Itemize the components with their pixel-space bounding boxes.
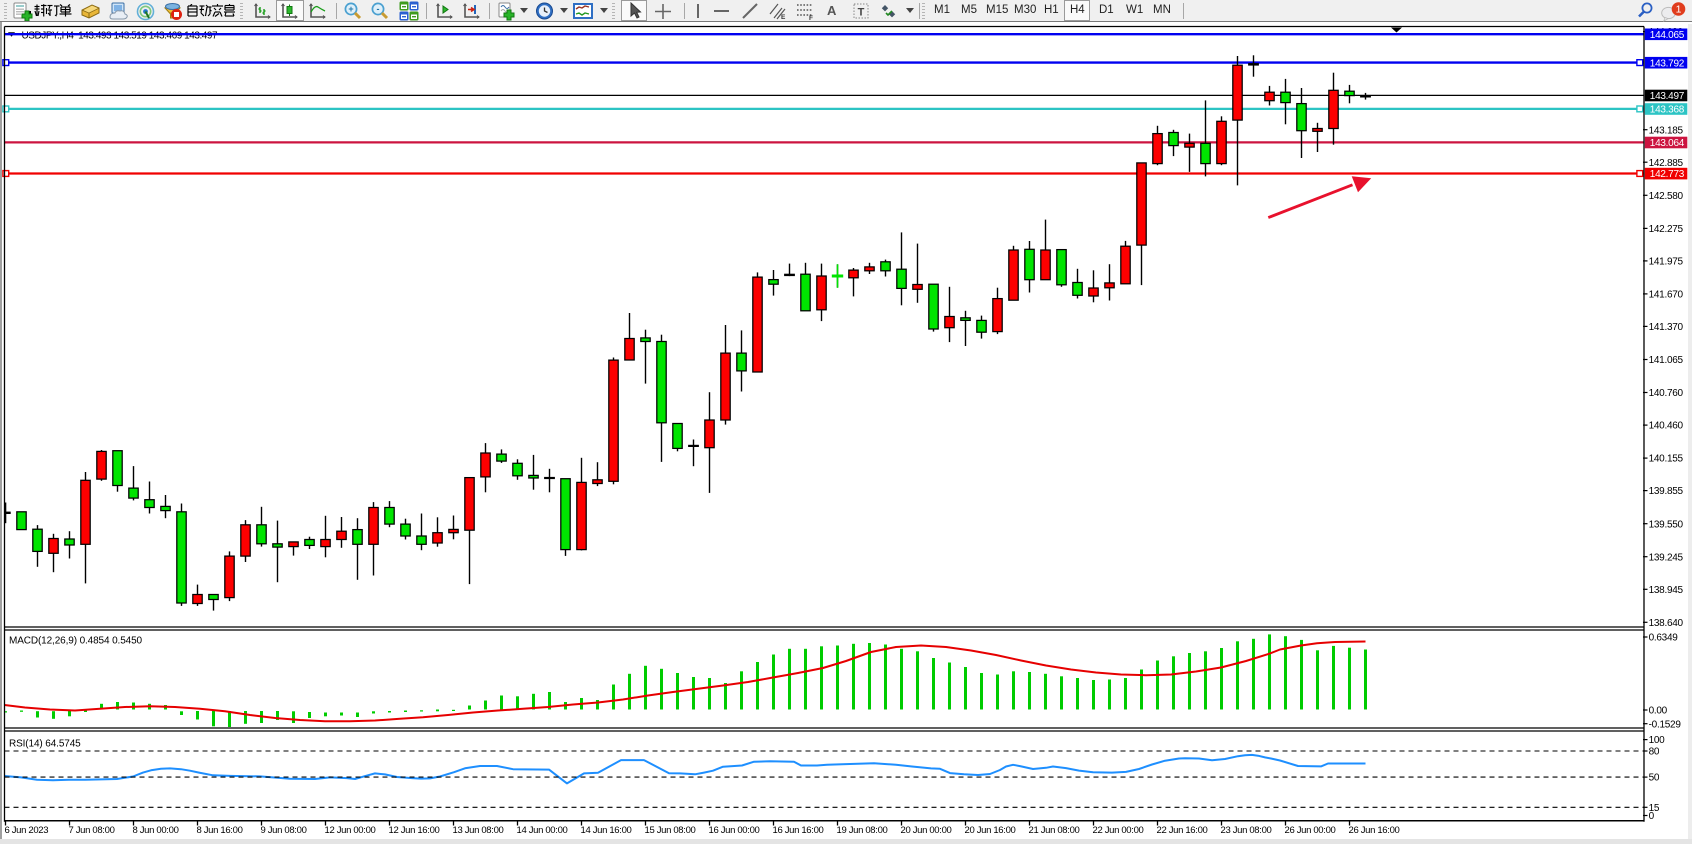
- svg-text:142.580: 142.580: [1649, 191, 1684, 202]
- svg-text:14 Jun 16:00: 14 Jun 16:00: [581, 825, 632, 836]
- svg-text:RSI(14) 64.5745: RSI(14) 64.5745: [9, 739, 81, 750]
- svg-text:50: 50: [1649, 773, 1660, 784]
- svg-text:20 Jun 16:00: 20 Jun 16:00: [965, 825, 1016, 836]
- svg-text:141.370: 141.370: [1649, 322, 1684, 333]
- svg-text:20 Jun 00:00: 20 Jun 00:00: [901, 825, 952, 836]
- svg-text:141.065: 141.065: [1649, 355, 1684, 366]
- svg-text:80: 80: [1649, 747, 1660, 758]
- svg-text:143.064: 143.064: [1650, 138, 1685, 149]
- svg-text:140.155: 140.155: [1649, 454, 1684, 465]
- svg-text:T: T: [858, 7, 865, 19]
- svg-text:143.368: 143.368: [1650, 105, 1685, 116]
- svg-text:141.670: 141.670: [1649, 290, 1684, 301]
- svg-text:26 Jun 16:00: 26 Jun 16:00: [1349, 825, 1400, 836]
- svg-text:142.885: 142.885: [1649, 158, 1684, 169]
- svg-text:14 Jun 00:00: 14 Jun 00:00: [517, 825, 568, 836]
- svg-text:140.760: 140.760: [1649, 388, 1684, 399]
- svg-text:138.640: 138.640: [1649, 618, 1684, 629]
- svg-text:22 Jun 00:00: 22 Jun 00:00: [1093, 825, 1144, 836]
- svg-text:138.945: 138.945: [1649, 585, 1684, 596]
- svg-text:12 Jun 16:00: 12 Jun 16:00: [389, 825, 440, 836]
- svg-text:0.00: 0.00: [1649, 706, 1668, 717]
- svg-text:141.975: 141.975: [1649, 257, 1684, 268]
- svg-text:19 Jun 08:00: 19 Jun 08:00: [837, 825, 888, 836]
- svg-text:142.773: 142.773: [1650, 169, 1685, 180]
- svg-text:9 Jun 08:00: 9 Jun 08:00: [261, 825, 307, 836]
- svg-text:1: 1: [1676, 4, 1682, 16]
- svg-text:100: 100: [1649, 735, 1666, 746]
- svg-text:26 Jun 00:00: 26 Jun 00:00: [1285, 825, 1336, 836]
- svg-text:16 Jun 16:00: 16 Jun 16:00: [773, 825, 824, 836]
- svg-text:143.792: 143.792: [1650, 58, 1685, 69]
- svg-text:23 Jun 08:00: 23 Jun 08:00: [1221, 825, 1272, 836]
- svg-text:MACD(12,26,9) 0.4854 0.5450: MACD(12,26,9) 0.4854 0.5450: [9, 636, 143, 647]
- svg-text:0: 0: [1649, 811, 1655, 822]
- svg-text:139.855: 139.855: [1649, 486, 1684, 497]
- svg-text:16 Jun 00:00: 16 Jun 00:00: [709, 825, 760, 836]
- svg-text:E: E: [781, 14, 786, 21]
- svg-text:6 Jun 2023: 6 Jun 2023: [5, 825, 49, 836]
- svg-text:143.185: 143.185: [1649, 125, 1684, 136]
- svg-text:+: +: [348, 4, 353, 14]
- svg-text:139.550: 139.550: [1649, 519, 1684, 530]
- svg-text:7 Jun 08:00: 7 Jun 08:00: [69, 825, 115, 836]
- svg-text:22 Jun 16:00: 22 Jun 16:00: [1157, 825, 1208, 836]
- svg-text:8 Jun 16:00: 8 Jun 16:00: [197, 825, 243, 836]
- svg-text:8 Jun 00:00: 8 Jun 00:00: [133, 825, 179, 836]
- svg-text:144.065: 144.065: [1650, 30, 1685, 41]
- svg-text:142.275: 142.275: [1649, 224, 1684, 235]
- svg-text:13 Jun 08:00: 13 Jun 08:00: [453, 825, 504, 836]
- svg-text:15 Jun 08:00: 15 Jun 08:00: [645, 825, 696, 836]
- svg-text:15: 15: [1649, 803, 1660, 814]
- svg-text:F: F: [809, 15, 813, 21]
- svg-text:143.497: 143.497: [1650, 91, 1685, 102]
- svg-text:0.6349: 0.6349: [1649, 633, 1679, 644]
- svg-text:21 Jun 08:00: 21 Jun 08:00: [1029, 825, 1080, 836]
- svg-text:139.245: 139.245: [1649, 552, 1684, 563]
- svg-text:USDJPY.,H4 143.493 143.519 14: USDJPY.,H4 143.493 143.519 143.469 143.4…: [22, 30, 219, 41]
- svg-text:12 Jun 00:00: 12 Jun 00:00: [325, 825, 376, 836]
- svg-text:-0.1529: -0.1529: [1649, 719, 1682, 730]
- svg-text:140.460: 140.460: [1649, 421, 1684, 432]
- svg-text:-: -: [377, 4, 380, 14]
